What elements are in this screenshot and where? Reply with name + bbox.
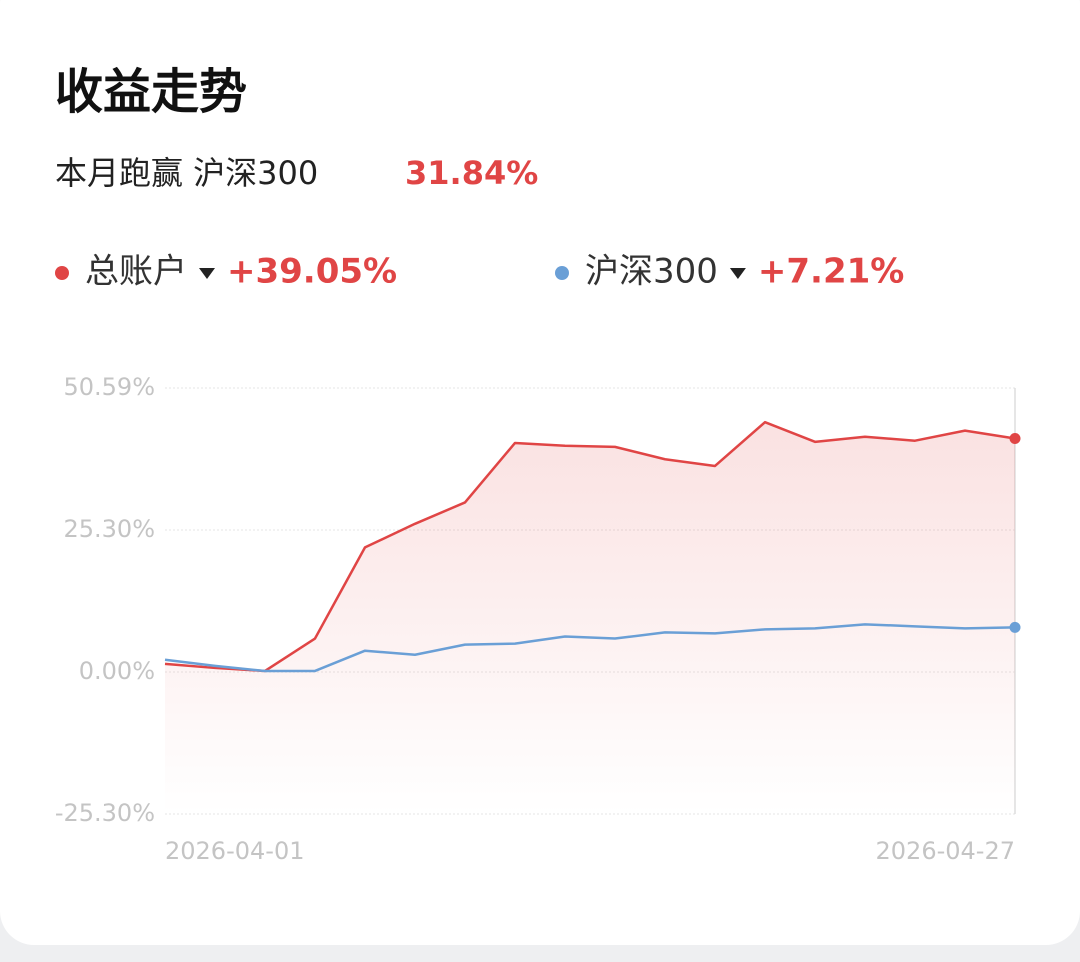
legend-item[interactable]: 沪深300 +7.21% — [555, 252, 904, 292]
line — [164, 420, 1016, 673]
area — [165, 422, 1015, 814]
y-tick-label: 25.30% — [63, 515, 155, 543]
y-tick-label: -25.30% — [55, 799, 155, 827]
x-tick-label: 2026-04-27 — [876, 837, 1015, 865]
legend-change: +39.05% — [227, 252, 397, 292]
title: 收益走势 — [55, 64, 247, 120]
y-tick-label: 0.00% — [79, 657, 155, 685]
legend-dot — [55, 266, 69, 280]
legend-change: +7.21% — [758, 252, 904, 292]
line — [164, 623, 1016, 673]
legend-dot — [555, 266, 569, 280]
x-tick-label: 2026-04-01 — [165, 837, 304, 865]
dropdown-arrow — [729, 268, 746, 279]
legend-label: 总账户 — [85, 252, 187, 292]
y-tick-label: 50.59% — [63, 373, 155, 401]
dropdown-arrow — [199, 268, 215, 279]
end-dot — [1009, 432, 1021, 444]
outperform-text: 本月跑赢 沪深300 — [55, 154, 318, 192]
end-dot — [1009, 621, 1021, 633]
legend-label: 沪深300 — [585, 252, 718, 292]
legend-item[interactable]: 总账户 +39.05% — [55, 252, 397, 292]
plot: -25.30% 0.00% 25.30% 50.59% 2026-04-01 2026-0… — [55, 373, 1021, 865]
legend: 总账户 +39.05% 沪深300 +7.21% — [55, 252, 904, 292]
outperform-value: 31.84% — [405, 154, 538, 192]
